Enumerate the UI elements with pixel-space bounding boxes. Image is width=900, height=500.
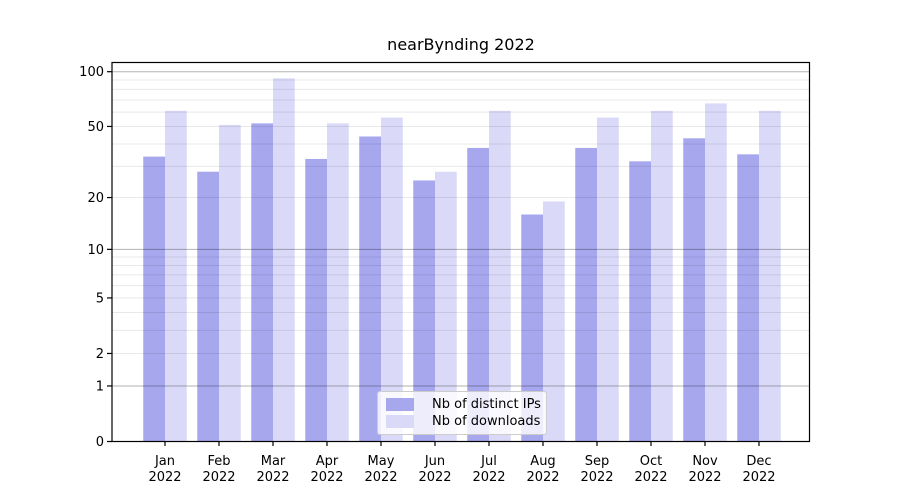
x-tick-label: Jun 2022 (418, 454, 451, 485)
distinct-ips-color-swatch (386, 398, 414, 411)
bar-distinct-ips (467, 147, 489, 442)
bar-downloads (543, 201, 565, 442)
y-tick-label: 5 (96, 291, 104, 306)
legend-item-distinct-ips: Nb of distinct IPs (386, 396, 546, 413)
bar-downloads (651, 110, 673, 442)
bar-downloads (489, 110, 511, 442)
bar-distinct-ips (629, 161, 651, 442)
x-tick-label: Jul 2022 (472, 454, 505, 485)
y-tick-label: 1 (96, 379, 104, 394)
bar-downloads (381, 117, 403, 442)
plot-frame (111, 61, 811, 443)
legend: Nb of distinct IPs Nb of downloads (377, 391, 547, 435)
x-tick-label: Sep 2022 (580, 454, 613, 485)
bar-distinct-ips (197, 171, 219, 442)
bar-distinct-ips (143, 156, 165, 442)
x-tick-label: Apr 2022 (310, 454, 343, 485)
y-tick-label: 50 (87, 120, 104, 135)
bar-distinct-ips (737, 154, 759, 442)
x-tick-label: Jan 2022 (148, 454, 181, 485)
y-tick-label: 0 (96, 435, 104, 450)
bar-downloads (759, 110, 781, 442)
y-tick-label: 20 (87, 191, 104, 206)
legend-label-downloads: Nb of downloads (432, 414, 541, 429)
bar-downloads (219, 124, 241, 442)
bar-downloads (705, 103, 727, 442)
x-tick-label: Dec 2022 (742, 454, 775, 485)
bar-downloads (327, 123, 349, 442)
bar-downloads (597, 117, 619, 442)
x-tick-label: Oct 2022 (634, 454, 667, 485)
downloads-color-swatch (386, 415, 414, 428)
legend-label-distinct-ips: Nb of distinct IPs (432, 397, 541, 412)
bar-downloads (435, 171, 457, 442)
y-tick-label: 10 (87, 243, 104, 258)
x-tick-label: Mar 2022 (256, 454, 289, 485)
bar-distinct-ips (251, 123, 273, 442)
chart-title: nearBynding 2022 (387, 35, 535, 54)
x-tick-label: Aug 2022 (526, 454, 559, 485)
x-tick-label: Feb 2022 (202, 454, 235, 485)
bar-distinct-ips (575, 147, 597, 442)
bar-downloads (273, 78, 295, 442)
bar-distinct-ips (305, 158, 327, 442)
legend-item-downloads: Nb of downloads (386, 413, 546, 430)
x-tick-label: Nov 2022 (688, 454, 721, 485)
bar-downloads (165, 110, 187, 442)
x-tick-label: May 2022 (364, 454, 397, 485)
bar-distinct-ips (359, 136, 381, 442)
bar-distinct-ips (521, 214, 543, 442)
y-tick-label: 2 (96, 347, 104, 362)
bar-distinct-ips (683, 138, 705, 442)
bar-distinct-ips (413, 180, 435, 442)
y-tick-label: 100 (79, 65, 104, 80)
